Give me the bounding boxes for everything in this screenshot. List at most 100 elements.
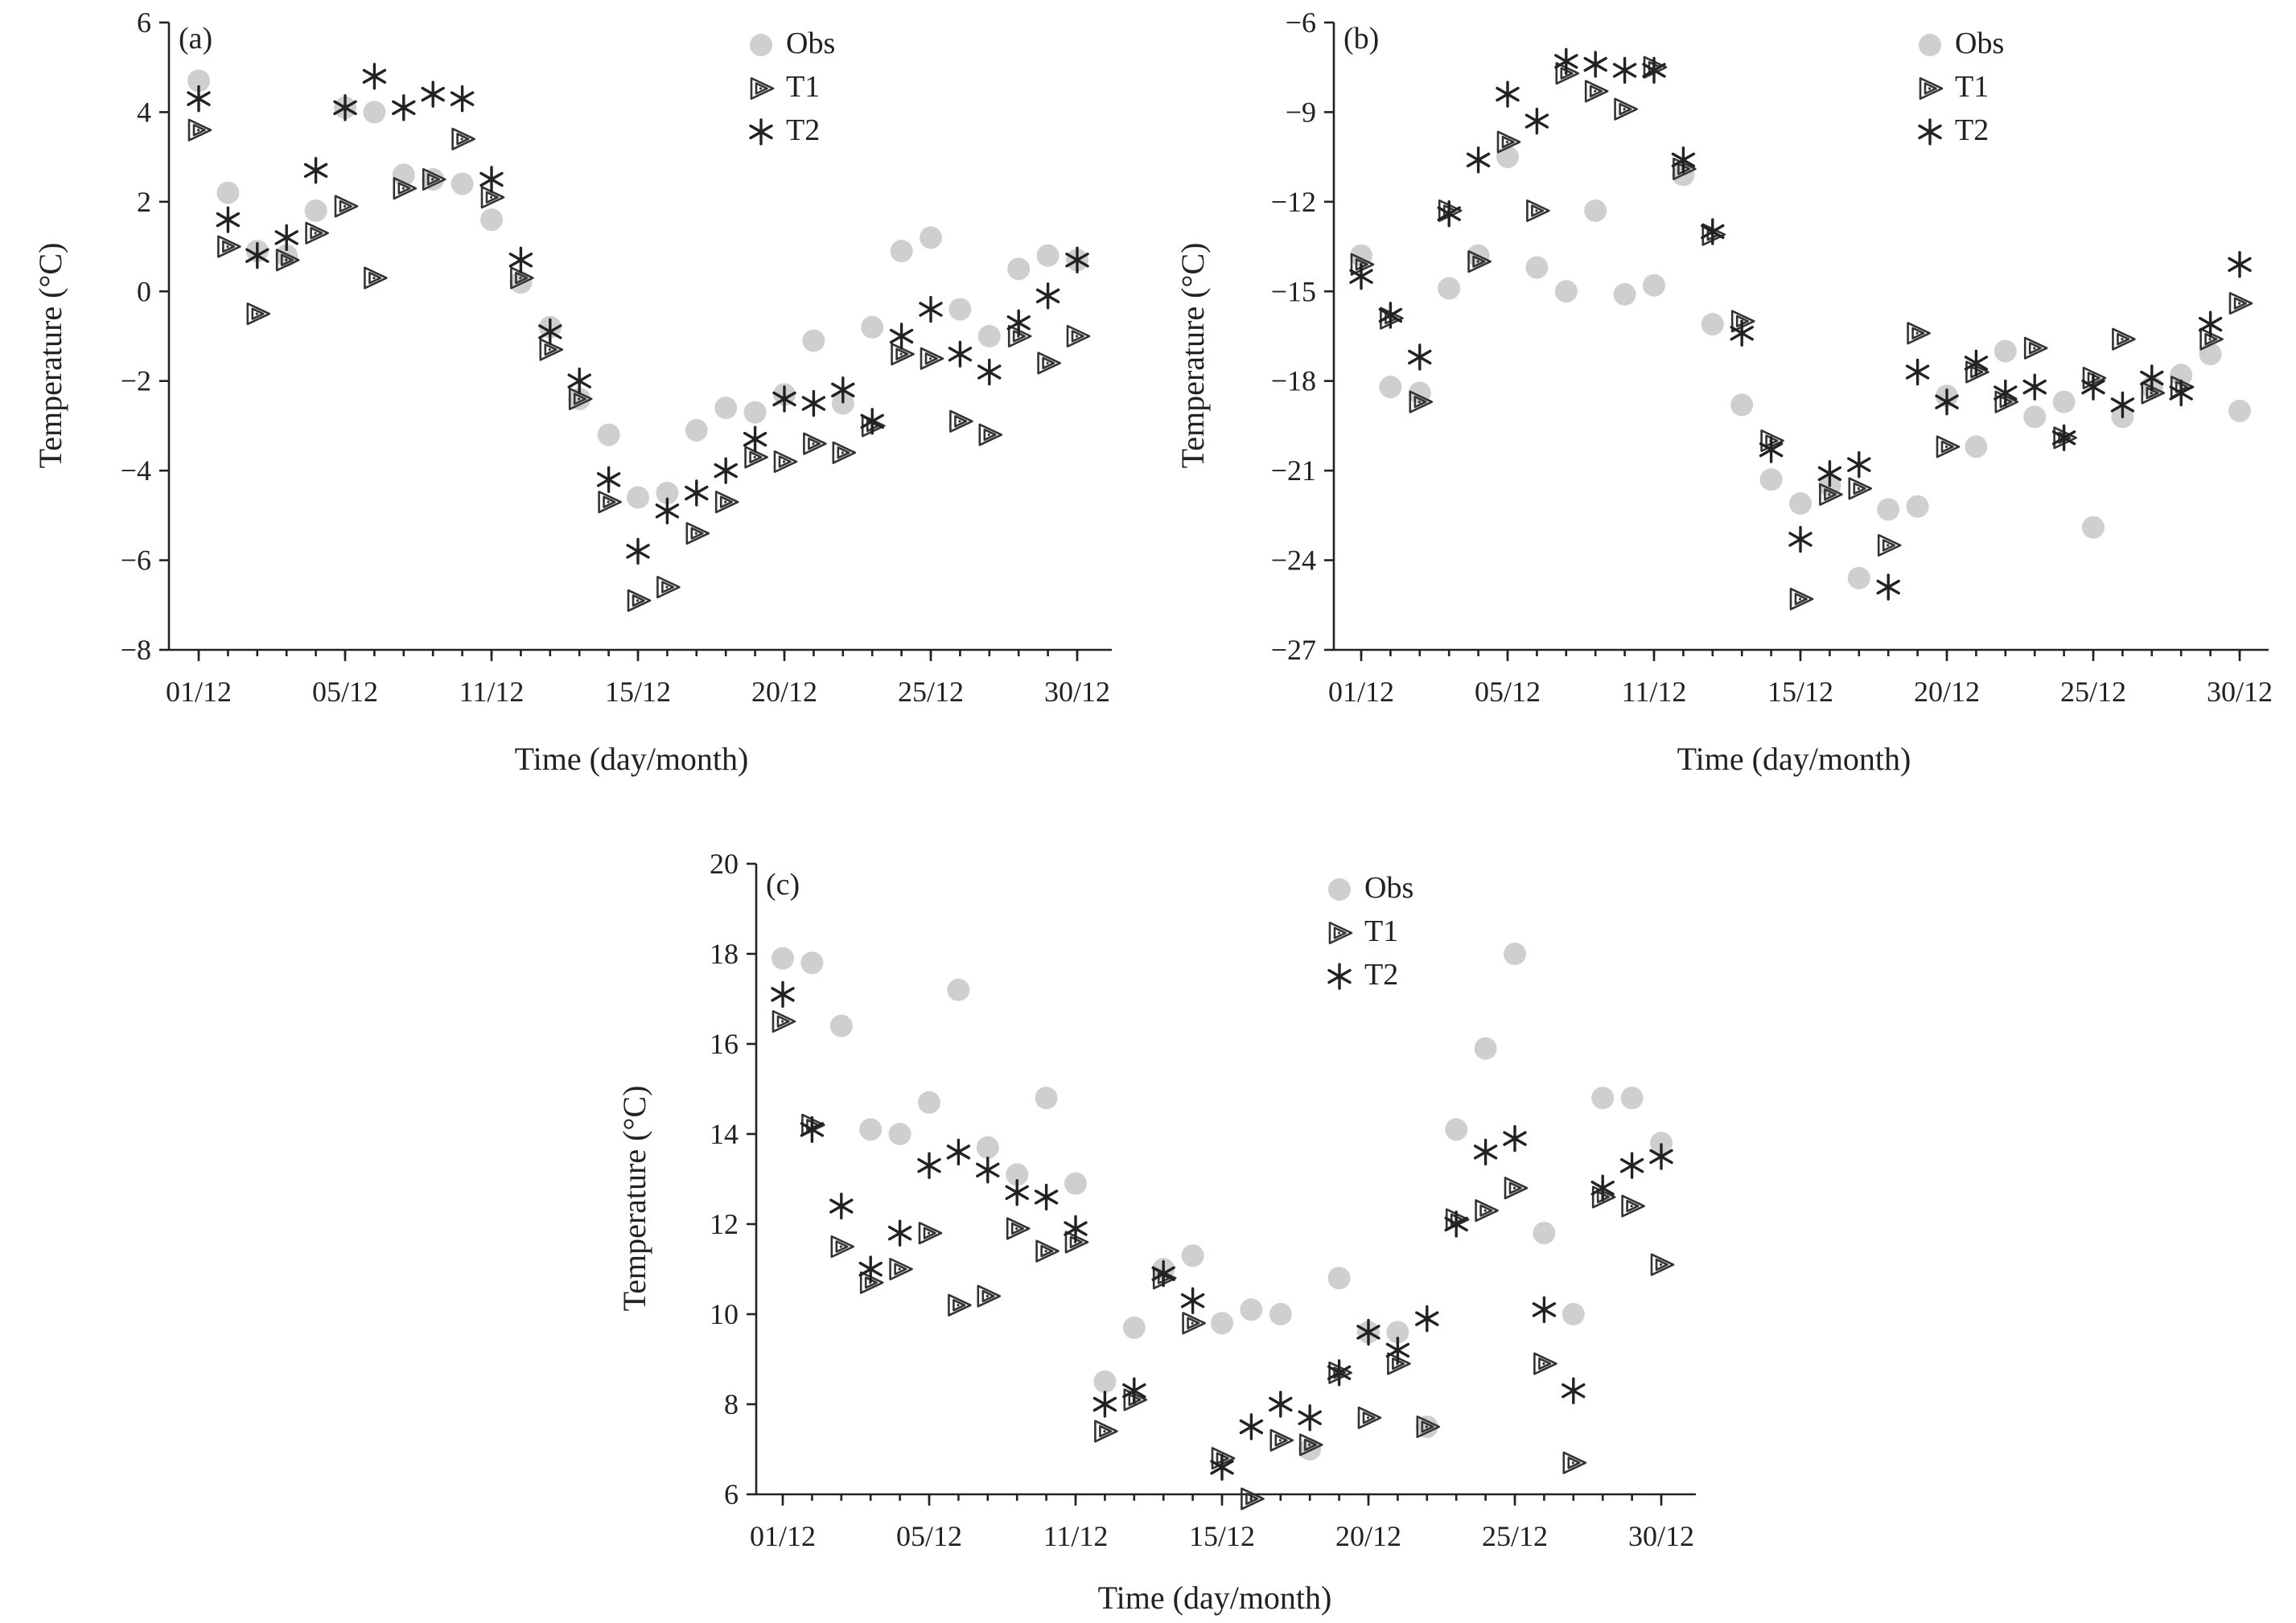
panel-c-obs-point bbox=[947, 978, 970, 1001]
panel-a-t2-point bbox=[450, 85, 475, 113]
panel-a-t2-point bbox=[479, 166, 504, 193]
panel-b-legend-t2: T2 bbox=[1955, 113, 1989, 147]
panel-a-t2-point bbox=[245, 242, 270, 269]
panel-c-legend-obs: Obs bbox=[1364, 871, 1413, 905]
panel-a-t1-point bbox=[744, 446, 768, 469]
panel-b-t2-point bbox=[2081, 373, 2105, 401]
panel-b-t2-point bbox=[1964, 349, 1989, 377]
panel-b-legend: Obs T1 T2 bbox=[1955, 27, 2004, 147]
panel-c-t1-point bbox=[1182, 1312, 1206, 1335]
panel-c-t2-point bbox=[1210, 1453, 1234, 1481]
panel-a-t1-point bbox=[949, 409, 973, 433]
panel-b-y-tick-label: −21 bbox=[1271, 454, 1316, 487]
panel-a-obs-point bbox=[714, 397, 738, 420]
panel-b-t2-point bbox=[2110, 391, 2135, 419]
panel-b-x-tick-label: 25/12 bbox=[2060, 676, 2126, 708]
panel-b-obs-point bbox=[1584, 199, 1607, 222]
panel-a-t2-point bbox=[948, 340, 973, 368]
panel-c-t2-point bbox=[1562, 1377, 1586, 1404]
panel-c-t1-point bbox=[1621, 1194, 1645, 1218]
panel-b-t2-point bbox=[1788, 525, 1813, 553]
panel-c-t1-point bbox=[1504, 1177, 1529, 1200]
panel-a-legend-t2: T2 bbox=[786, 113, 820, 147]
panel-a-t2-point bbox=[714, 457, 738, 484]
panel-c-t1-point bbox=[1357, 1406, 1382, 1429]
panel-a-obs-point bbox=[451, 172, 474, 195]
panel-b-t2-point bbox=[2198, 310, 2223, 338]
panel-c-t1-point bbox=[830, 1235, 855, 1259]
panel-b-x-tick-label: 05/12 bbox=[1475, 676, 1541, 708]
panel-b-t1-point bbox=[1526, 199, 1550, 223]
panel-c-t1-point bbox=[889, 1257, 913, 1281]
panel-a-t2-point bbox=[655, 497, 680, 524]
panel-b-t2-point bbox=[1437, 200, 1461, 228]
panel-a-t2-point bbox=[421, 80, 445, 108]
panel-a-t2-point bbox=[567, 368, 591, 395]
panel-a-t1-point bbox=[773, 450, 798, 474]
panel-b-label: (b) bbox=[1343, 22, 1379, 55]
panel-c-t2-point bbox=[1619, 1152, 1644, 1179]
panel-c-t2-point bbox=[800, 1116, 825, 1144]
panel-b: (b) Time (day/month) Temperature (°C) Ob… bbox=[1175, 6, 2273, 777]
panel-c-t2-point bbox=[917, 1152, 941, 1179]
panel-b-x-tick-label: 20/12 bbox=[1914, 676, 1980, 708]
panel-c-t2-point bbox=[1034, 1183, 1059, 1211]
panel-a-t2-point bbox=[303, 157, 328, 184]
panel-b-obs-point bbox=[1759, 468, 1783, 491]
panel-a-obs-point bbox=[861, 315, 884, 339]
panel-a-t1-point bbox=[1066, 324, 1091, 348]
panel-a-t2-point bbox=[831, 376, 855, 404]
panel-c-t1-point bbox=[1241, 1487, 1265, 1510]
panel-c-t2-point bbox=[1269, 1391, 1293, 1418]
panel-a-t1-point bbox=[275, 249, 300, 272]
panel-a-t1-point bbox=[305, 221, 329, 244]
panel-a-t2-point bbox=[772, 385, 796, 413]
panel-b-t1-point bbox=[1877, 533, 1902, 557]
panel-c-t2-point bbox=[1649, 1143, 1673, 1170]
panel-b-y-tick-label: −27 bbox=[1271, 634, 1316, 666]
panel-b-t2-point bbox=[1905, 358, 1930, 386]
panel-b-t2-point bbox=[1994, 379, 2018, 407]
panel-a-t1-point bbox=[832, 441, 857, 464]
panel-a-x-tick-label: 01/12 bbox=[166, 676, 232, 708]
panel-b-t1-point bbox=[1936, 435, 1961, 458]
panel-b-t2-point bbox=[1408, 343, 1432, 371]
panel-a-t1-point bbox=[187, 118, 212, 142]
panel-c-t1-point bbox=[1298, 1433, 1323, 1457]
panel-c-y-tick-label: 16 bbox=[710, 1028, 739, 1060]
panel-c-obs-point bbox=[1327, 1267, 1351, 1290]
panel-b-legend-t1-marker bbox=[1919, 76, 1944, 101]
panel-b-t1-point bbox=[1467, 250, 1492, 273]
panel-a: (a) Time (day/month) Temperature (°C) Ob… bbox=[32, 6, 1112, 777]
panel-a-t2-point bbox=[1035, 282, 1060, 310]
panel-a-t1-point bbox=[978, 423, 1003, 446]
panel-a-y-tick-label: −6 bbox=[121, 544, 151, 577]
panel-a-t1-point bbox=[510, 266, 534, 290]
panel-a-label: (a) bbox=[179, 22, 212, 55]
panel-a-t1-point bbox=[627, 589, 652, 612]
panel-a-y-tick-label: −4 bbox=[121, 454, 151, 487]
panel-c-y-tick-label: 12 bbox=[710, 1208, 739, 1240]
panel-c-obs-point bbox=[772, 947, 794, 970]
panel-a-x-tick-label: 11/12 bbox=[459, 676, 525, 708]
panel-b-t2-point bbox=[1496, 80, 1520, 108]
panel-c-obs-point bbox=[976, 1136, 999, 1159]
panel-b-t2-point bbox=[1524, 107, 1549, 135]
panel-a-t1-point bbox=[451, 127, 475, 150]
panel-b-obs-point bbox=[1438, 277, 1461, 300]
panel-b-obs-point bbox=[1847, 566, 1870, 590]
panel-c-t1-point bbox=[1094, 1420, 1118, 1443]
panel-b-t2-point bbox=[1847, 451, 1871, 479]
panel-b-t1-point bbox=[1409, 390, 1434, 413]
panel-b-y-tick-label: −9 bbox=[1286, 96, 1316, 128]
panel-c-obs-point bbox=[1650, 1132, 1673, 1155]
panel-c-t2-point bbox=[946, 1138, 971, 1166]
panel-a-obs-point bbox=[656, 482, 679, 504]
panel-c-obs-point bbox=[918, 1091, 940, 1114]
panel-b-t1-point bbox=[1789, 587, 1814, 610]
panel-c: (c) Time (day/month) Temperature (°C) Ob… bbox=[616, 848, 1696, 1616]
panel-b-obs-point bbox=[2170, 364, 2193, 387]
panel-b-obs-point bbox=[1613, 283, 1636, 306]
panel-a-t2-point bbox=[392, 94, 416, 121]
